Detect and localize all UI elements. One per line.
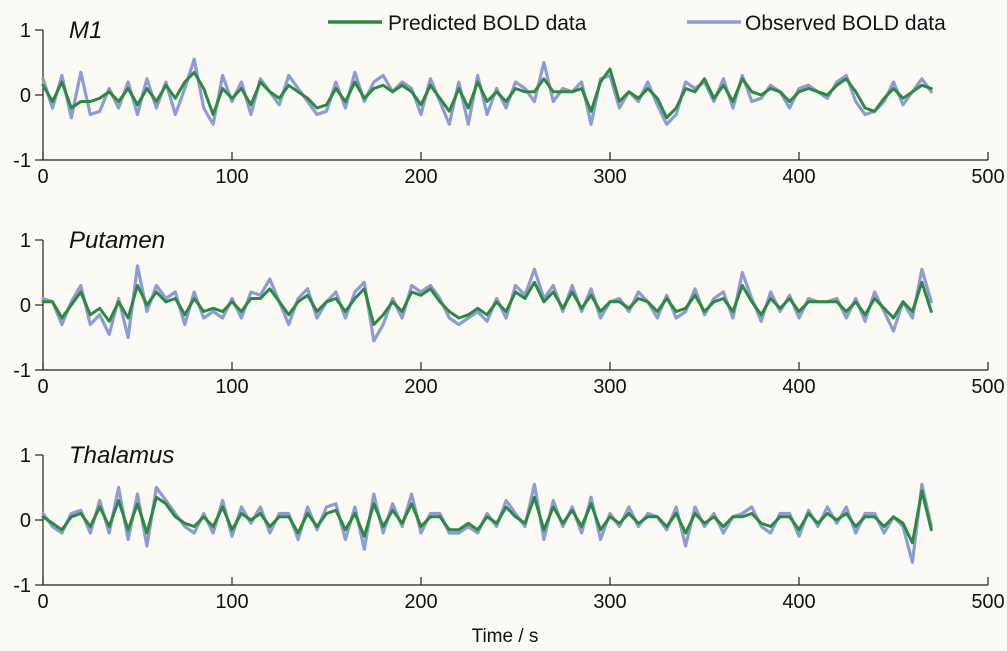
y-tick-label: 0 — [20, 295, 31, 317]
x-tick-label: 300 — [593, 376, 626, 398]
panel-title: Thalamus — [69, 442, 174, 469]
x-tick-label: 200 — [404, 166, 437, 188]
panel-0: -1 0 1 0 100 200 300 400 500 M1 — [13, 17, 1004, 188]
x-tick-label: 400 — [782, 166, 815, 188]
y-tick-label: -1 — [13, 150, 31, 172]
legend-predicted-label: Predicted BOLD data — [388, 12, 587, 35]
y-tick-label: 0 — [20, 510, 31, 532]
y-tick-label: -1 — [13, 360, 31, 382]
series-line-predicted — [41, 489, 933, 545]
legend-observed-label: Observed BOLD data — [745, 12, 946, 35]
y-tick-label: 1 — [20, 230, 31, 252]
x-tick-label: 0 — [37, 591, 48, 613]
x-tick-label: 300 — [593, 166, 626, 188]
x-tick-label: 500 — [971, 376, 1004, 398]
panel-2: -1 0 1 0 100 200 300 400 500 Thalamus — [13, 442, 1004, 613]
x-tick-label: 100 — [215, 376, 248, 398]
x-tick-label: 300 — [593, 591, 626, 613]
panel-title: Putamen — [69, 227, 165, 254]
x-tick-label: 100 — [215, 591, 248, 613]
series-line-observed — [41, 57, 933, 126]
x-tick-label: 200 — [404, 376, 437, 398]
y-tick-label: 1 — [20, 20, 31, 42]
x-tick-label: 500 — [971, 591, 1004, 613]
x-tick-label: 100 — [215, 166, 248, 188]
x-tick-label: 0 — [37, 166, 48, 188]
y-tick-label: 0 — [20, 85, 31, 107]
y-tick-label: 1 — [20, 445, 31, 467]
x-axis-label: Time / s — [472, 626, 539, 647]
x-tick-label: 0 — [37, 376, 48, 398]
y-tick-label: -1 — [13, 575, 31, 597]
series-line-observed — [41, 482, 933, 564]
panel-1: -1 0 1 0 100 200 300 400 500 Putamen — [13, 227, 1004, 398]
series-line-predicted — [41, 67, 933, 120]
x-tick-label: 400 — [782, 376, 815, 398]
series-line-predicted — [41, 280, 933, 326]
x-tick-label: 400 — [782, 591, 815, 613]
x-tick-label: 500 — [971, 166, 1004, 188]
x-tick-label: 200 — [404, 591, 437, 613]
legend: Predicted BOLD data Observed BOLD data — [328, 12, 946, 35]
panel-title: M1 — [69, 17, 102, 44]
series-line-observed — [41, 264, 933, 343]
